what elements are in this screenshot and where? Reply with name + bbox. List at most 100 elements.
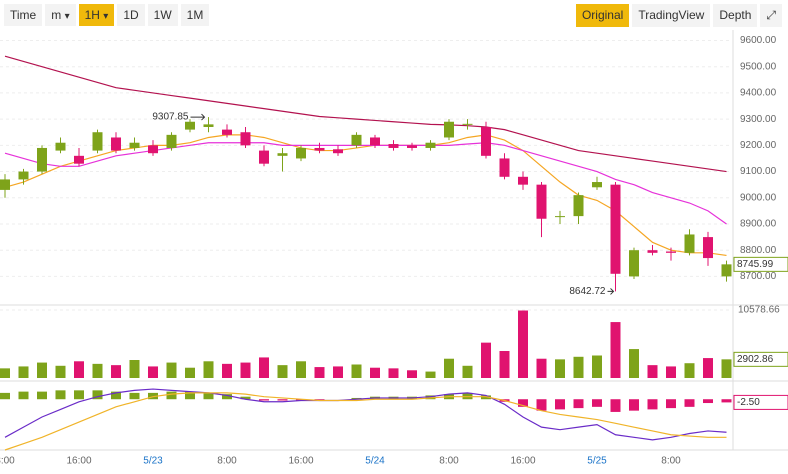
toolbar-button[interactable]: 1W bbox=[147, 4, 178, 26]
volume-bar bbox=[92, 363, 103, 378]
volume-bar bbox=[444, 358, 454, 378]
toolbar-button[interactable]: Original bbox=[575, 3, 630, 27]
candle-body bbox=[277, 153, 288, 156]
candle-body bbox=[314, 147, 325, 151]
candle-body bbox=[351, 134, 362, 146]
volume-bar bbox=[573, 356, 584, 378]
y-tick-label: 9000.00 bbox=[740, 192, 777, 203]
toolbar-button[interactable]: TradingView bbox=[632, 3, 711, 27]
candle-body bbox=[573, 195, 584, 217]
toolbar-button[interactable]: Depth bbox=[713, 3, 758, 27]
x-tick-label: 5/24 bbox=[365, 456, 385, 467]
x-tick-label: 16:00 bbox=[288, 456, 313, 467]
last-macd: -2.50 bbox=[737, 397, 760, 408]
candle-body bbox=[462, 123, 473, 125]
volume-bar bbox=[684, 363, 695, 378]
y-tick-label: 8800.00 bbox=[740, 245, 777, 256]
x-tick-label: 8:00 bbox=[217, 456, 237, 467]
toolbar-button[interactable]: 1M bbox=[180, 4, 210, 26]
last-volume-box bbox=[733, 351, 788, 367]
low-annotation: 8642.72 bbox=[569, 286, 606, 297]
caret: ▾ bbox=[103, 11, 109, 22]
macd-bar bbox=[703, 399, 713, 404]
candle-body bbox=[92, 132, 103, 151]
macd-bar bbox=[166, 391, 177, 400]
last-volume: 2902.86 bbox=[737, 354, 774, 365]
volume-bar bbox=[462, 365, 473, 378]
fullscreen-button[interactable]: ⤢ bbox=[760, 3, 782, 27]
candle-body bbox=[259, 150, 269, 164]
y-tick-label: 9100.00 bbox=[740, 166, 777, 177]
macd-bar bbox=[0, 392, 10, 400]
macd-bar bbox=[18, 391, 29, 400]
volume-bar bbox=[18, 366, 29, 378]
candle-body bbox=[111, 137, 121, 151]
signal-line bbox=[4, 392, 727, 451]
candle-body bbox=[666, 251, 676, 253]
macd-bar bbox=[240, 396, 251, 400]
candle-body bbox=[0, 179, 10, 190]
volume-bar bbox=[333, 366, 343, 378]
candle-body bbox=[37, 147, 47, 172]
candle-body bbox=[388, 144, 399, 148]
candle-body bbox=[536, 184, 547, 219]
candle-body bbox=[296, 147, 306, 159]
macd-bar bbox=[92, 390, 103, 400]
volume-bar bbox=[296, 361, 306, 378]
macd-bar bbox=[37, 391, 47, 400]
last-price-box bbox=[733, 256, 788, 272]
y-tick-label: 9400.00 bbox=[740, 88, 777, 99]
toolbar-button[interactable]: 1H ▾ bbox=[78, 4, 115, 26]
volume-bar bbox=[203, 361, 214, 378]
volume-bar bbox=[0, 368, 10, 378]
volume-bar bbox=[259, 357, 269, 378]
x-tick-label: 16:00 bbox=[66, 456, 91, 467]
candle-body bbox=[555, 216, 565, 218]
macd-bar bbox=[592, 399, 602, 407]
volume-bar bbox=[536, 358, 547, 378]
x-tick-label: 8:00 bbox=[661, 456, 681, 467]
caret: ▾ bbox=[64, 11, 70, 22]
macd-bar bbox=[684, 399, 695, 407]
last-price: 8745.99 bbox=[737, 259, 774, 270]
candle-body bbox=[203, 124, 214, 127]
last-macd-box bbox=[733, 394, 788, 410]
candle-body bbox=[629, 250, 639, 277]
candle-body bbox=[74, 155, 84, 164]
candle-body bbox=[370, 137, 380, 146]
candle-body bbox=[444, 121, 454, 138]
macd-bar bbox=[610, 399, 621, 412]
volume-bar bbox=[314, 367, 325, 378]
candle-body bbox=[499, 158, 510, 177]
volume-bar bbox=[222, 363, 232, 378]
volume-bar bbox=[610, 322, 621, 378]
volume-bar bbox=[129, 360, 140, 378]
moving-average bbox=[4, 142, 727, 225]
x-tick-label: 16:00 bbox=[510, 456, 535, 467]
candle-body bbox=[333, 149, 343, 154]
volume-bar bbox=[148, 366, 158, 378]
toolbar-button[interactable]: Time bbox=[4, 4, 43, 26]
macd-bar bbox=[185, 391, 195, 400]
arrow bbox=[607, 288, 615, 295]
toolbar-button[interactable]: 1D bbox=[117, 4, 145, 26]
volume-bar bbox=[629, 349, 639, 378]
candle-body bbox=[684, 234, 695, 253]
candle-body bbox=[55, 142, 66, 151]
volume-bar bbox=[499, 351, 510, 378]
volume-bar bbox=[647, 365, 658, 378]
macd-bar bbox=[277, 399, 288, 401]
x-tick-label: 8:00 bbox=[0, 456, 15, 467]
arrow bbox=[190, 113, 206, 121]
moving-average bbox=[4, 134, 727, 257]
y-tick-label: 10578.66 bbox=[738, 305, 780, 316]
macd-bar bbox=[425, 395, 436, 400]
toolbar-button[interactable]: m ▾ bbox=[45, 4, 76, 26]
macd-bar bbox=[203, 392, 214, 400]
volume-bar bbox=[666, 366, 676, 378]
toolbar: Time m ▾ 1H ▾ 1D 1W 1M Original TradingView Dept… bbox=[0, 0, 788, 30]
x-tick-label: 5/23 bbox=[143, 456, 163, 467]
candle-body bbox=[425, 142, 436, 148]
moving-average bbox=[4, 55, 727, 173]
